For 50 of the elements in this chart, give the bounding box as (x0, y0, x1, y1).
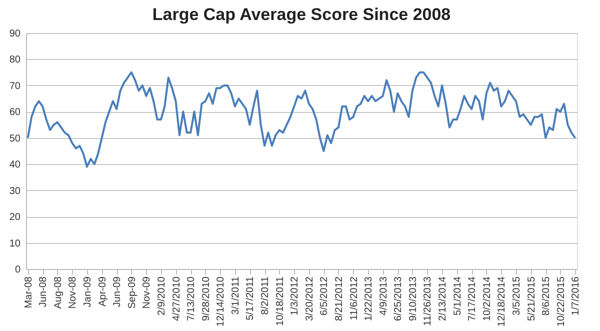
x-tick-label: 6/5/2012 (319, 276, 330, 316)
x-tick-label: 2/9/2010 (156, 276, 168, 316)
chart-title: Large Cap Average Score Since 2008 (152, 5, 451, 24)
x-tick-label: Jun-08 (38, 276, 50, 308)
x-tick-label: 8/2/2011 (260, 276, 272, 315)
x-tick-label: 1/7/2016 (570, 276, 582, 316)
x-tick-label: 10/2/2014 (482, 276, 493, 321)
x-tick-label: 5/17/2011 (245, 276, 256, 320)
x-tick-label: 4/27/2010 (171, 276, 182, 321)
y-tick-label: 30 (9, 186, 21, 197)
x-tick-label: 6/25/2013 (393, 276, 404, 321)
x-tick-label: 8/6/2015 (541, 276, 552, 316)
x-tick-label: 12/18/2014 (496, 276, 508, 327)
x-tick-label: 10/18/2011 (274, 276, 286, 326)
x-tick-label: 10/22/2015 (556, 276, 567, 327)
x-tick-label: 2/13/2014 (438, 276, 449, 321)
x-tick-label: 5/21/2015 (526, 276, 538, 321)
y-tick-label: 20 (9, 212, 21, 224)
x-tick-label: 12/14/2010 (216, 276, 227, 327)
x-tick-label: 7/13/2010 (186, 276, 198, 321)
y-tick-label: 0 (14, 264, 21, 276)
x-tick-label: 11/26/2013 (422, 276, 434, 326)
x-tick-label: 3/5/2015 (511, 276, 522, 316)
y-tick-label: 10 (9, 238, 21, 250)
x-tick-label: Jun-09 (112, 276, 124, 308)
x-tick-label: Mar-08 (23, 276, 34, 308)
x-tick-label: 1/22/2013 (364, 276, 375, 321)
x-tick-label: 1/3/2012 (290, 276, 301, 316)
x-tick-label: Apr-09 (97, 276, 108, 307)
x-tick-label: Sep-09 (126, 276, 138, 309)
x-tick-label: Aug-08 (52, 276, 64, 309)
y-tick-label: 70 (9, 80, 21, 92)
x-tick-label: Jan-09 (82, 276, 94, 308)
y-tick-label: 40 (9, 160, 21, 171)
x-tick-label: 9/28/2010 (200, 276, 212, 321)
line-series (26, 71, 576, 168)
x-tick-label: Nov-09 (142, 276, 153, 309)
x-tick-label: 4/9/2013 (378, 276, 390, 316)
x-tick-label: 3/20/2012 (304, 276, 316, 321)
y-tick-label: 90 (9, 28, 21, 40)
y-tick-label: 80 (9, 54, 21, 66)
x-tick-label: 11/6/2012 (348, 276, 360, 320)
x-tick-label: 5/1/2014 (452, 276, 464, 316)
x-tick-label: Nov-08 (68, 276, 79, 309)
y-tick-label: 60 (9, 107, 21, 118)
x-tick-label: 8/21/2012 (334, 276, 345, 321)
y-tick-label: 50 (9, 133, 21, 144)
x-tick-label: 3/1/2011 (230, 276, 242, 315)
x-tick-label: 9/10/2013 (408, 276, 419, 321)
x-tick-label: 7/17/2014 (467, 276, 478, 321)
